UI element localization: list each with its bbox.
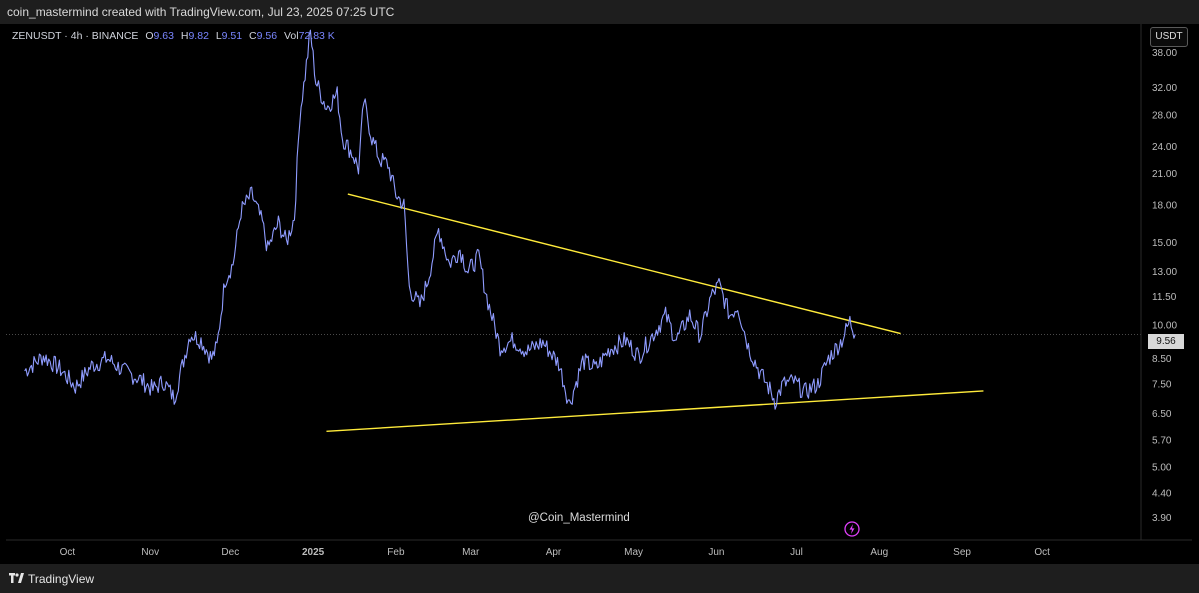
price-chart[interactable]: 38.00 32.00 28.00 24.00 21.00 18.00 15.00 13.00…: [6, 24, 1192, 564]
volume-label: Vol: [283, 30, 299, 42]
price-tick-label: 13.00: [1152, 267, 1177, 278]
price-tick-label: 15.00: [1152, 238, 1177, 249]
price-tick-label: 4.40: [1152, 488, 1172, 499]
time-tick-label: Nov: [141, 547, 159, 558]
time-tick-label: Jun: [708, 547, 724, 558]
price-tick-label: 8.50: [1152, 354, 1172, 365]
price-tick-label: 10.00: [1152, 321, 1177, 332]
price-tick-label: 5.70: [1152, 436, 1172, 447]
high-value: 9.82: [188, 30, 209, 42]
price-tick-label: 28.00: [1152, 110, 1177, 121]
time-tick-label: May: [624, 547, 643, 558]
high-label: H: [180, 30, 189, 42]
lightning-bolt-icon[interactable]: [844, 521, 860, 537]
time-tick-label: 2025: [302, 547, 325, 558]
time-tick-label: Aug: [870, 547, 888, 558]
time-tick-label: Apr: [546, 547, 562, 558]
price-tick-label: 5.00: [1152, 462, 1172, 473]
time-tick-label: Dec: [221, 547, 239, 558]
time-tick-label: Mar: [462, 547, 480, 558]
low-value: 9.51: [221, 30, 243, 42]
price-tick-label: 7.50: [1152, 380, 1172, 391]
price-series-line: [24, 29, 856, 410]
price-tick-label: 24.00: [1152, 142, 1177, 153]
tradingview-logo-icon: [9, 573, 24, 583]
price-tick-label: 38.00: [1152, 48, 1177, 59]
price-tick-label: 32.00: [1152, 83, 1177, 94]
close-value: 9.56: [256, 30, 278, 42]
ascending-trendline[interactable]: [326, 390, 984, 433]
footer-brand: TradingView: [28, 572, 95, 586]
time-tick-label: Sep: [953, 547, 971, 558]
price-tick-label: 11.50: [1152, 292, 1177, 303]
author-watermark: @Coin_Mastermind: [528, 512, 630, 524]
price-tick-label: 21.00: [1152, 169, 1177, 180]
time-tick-label: Feb: [387, 547, 405, 558]
open-value: 9.63: [153, 30, 174, 42]
price-tick-label: 18.00: [1152, 201, 1177, 212]
symbol-info[interactable]: ZENUSDT · 4h · BINANCE: [12, 30, 139, 42]
caption-bar: coin_mastermind created with TradingView…: [0, 0, 1199, 24]
time-tick-label: Oct: [1034, 547, 1050, 558]
time-tick-label: Jul: [790, 547, 803, 558]
footer-bar: TradingView: [0, 564, 1199, 593]
close-label: C: [249, 30, 257, 42]
volume-value: 72.83 K: [298, 30, 335, 42]
open-label: O: [145, 30, 154, 42]
caption-text: coin_mastermind created with TradingView…: [7, 5, 395, 19]
descending-trendline[interactable]: [347, 193, 901, 335]
price-tick-label: 3.90: [1152, 513, 1172, 524]
time-tick-label: Oct: [60, 547, 76, 558]
low-label: L: [215, 30, 222, 42]
last-price-tag: 9.56: [1148, 334, 1184, 349]
currency-unit-button[interactable]: USDT: [1150, 27, 1188, 47]
chart-area[interactable]: 38.00 32.00 28.00 24.00 21.00 18.00 15.00 13.00…: [6, 24, 1192, 564]
price-tick-label: 6.50: [1152, 409, 1172, 420]
symbol-legend: ZENUSDT · 4h · BINANCE O9.63 H9.82 L9.51…: [12, 30, 335, 42]
